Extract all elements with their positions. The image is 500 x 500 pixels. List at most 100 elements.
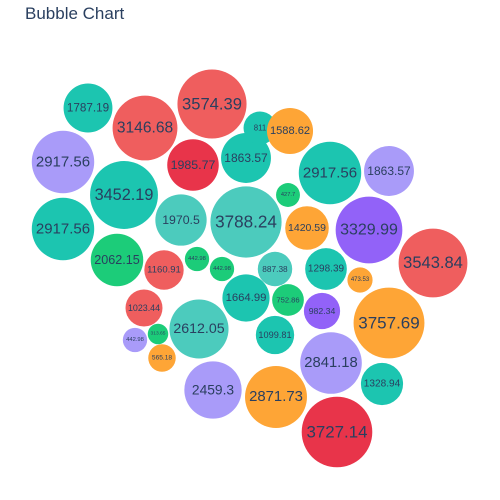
bubble-label: 313.65 (151, 331, 166, 337)
bubble-circle (255, 315, 295, 355)
bubble: 2062.15 (90, 233, 144, 287)
bubble-label: 1863.57 (367, 164, 411, 178)
bubble-label: 2917.56 (36, 221, 90, 238)
bubble: 3727.14 (301, 396, 373, 468)
bubble-circle (272, 284, 304, 316)
bubble-label: 3788.24 (215, 213, 277, 232)
bubble-circle (31, 130, 95, 194)
bubble-label: 3543.84 (403, 254, 463, 272)
bubble: 442.98 (209, 256, 235, 282)
bubble-circle (90, 161, 158, 229)
bubble: 2612.05 (169, 299, 229, 359)
bubble-circle (167, 139, 219, 191)
bubble-label: 982.34 (309, 306, 336, 316)
bubble-circle (31, 197, 95, 261)
bubble-label: 2917.56 (303, 165, 357, 182)
bubble: 1023.44 (125, 289, 163, 327)
bubble: 1970.5 (155, 194, 207, 246)
bubble-label: 565.18 (152, 355, 173, 362)
bubble-label: 1787.19 (67, 102, 109, 115)
bubble: 982.34 (303, 292, 341, 330)
bubble-circle (169, 299, 229, 359)
bubble-label: 442.98 (213, 266, 231, 272)
bubble-label: 1420.59 (288, 222, 326, 234)
bubble-circle (147, 323, 169, 345)
bubble: 3757.69 (353, 287, 425, 359)
chart-title: Bubble Chart (25, 4, 125, 23)
bubble-label: 1099.81 (258, 330, 291, 340)
bubble-label: 442.98 (188, 256, 206, 262)
bubble-circle (112, 95, 178, 161)
bubble-circle (298, 141, 362, 205)
bubble: 752.86 (272, 284, 304, 316)
bubble: 2871.73 (245, 366, 307, 428)
bubble-label: 442.98 (126, 337, 144, 343)
bubble: 1328.94 (360, 362, 404, 406)
bubble: 1863.57 (221, 133, 271, 183)
bubble-label: 2917.56 (36, 154, 90, 171)
bubble: 3543.84 (398, 228, 468, 298)
bubble: 1420.59 (285, 206, 329, 250)
bubble-label: 2871.73 (249, 389, 303, 405)
bubble-circle (90, 233, 144, 287)
bubble-circle (184, 246, 210, 272)
bubble-label: 3727.14 (306, 423, 367, 442)
bubble-circle (276, 183, 300, 207)
bubble: 3329.99 (335, 196, 403, 264)
bubble-label: 1588.62 (270, 125, 310, 137)
bubble: 2917.56 (298, 141, 362, 205)
bubble-circle (398, 228, 468, 298)
bubble: 3574.39 (177, 69, 247, 139)
bubble-circle (210, 186, 282, 258)
bubble-label: 1863.57 (224, 151, 268, 165)
bubble-circle (245, 366, 307, 428)
bubble: 1298.39 (305, 248, 347, 290)
bubble: 313.65 (147, 323, 169, 345)
bubble-circle (347, 267, 373, 293)
bubble: 2841.18 (300, 332, 362, 394)
bubble: 442.98 (184, 246, 210, 272)
bubble-circle (303, 292, 341, 330)
bubble-label: 1160.91 (147, 265, 181, 276)
bubble-circle (222, 274, 270, 322)
bubble-label: 2459.3 (192, 383, 235, 398)
bubble-circle (364, 146, 414, 196)
bubble-label: 3574.39 (182, 95, 242, 114)
bubble-circle (285, 206, 329, 250)
bubble-circle (301, 396, 373, 468)
bubble-label: 2841.18 (304, 355, 358, 371)
bubble-circle (177, 69, 247, 139)
bubble-circle (221, 133, 271, 183)
bubble: 3146.68 (112, 95, 178, 161)
bubble-circle (209, 256, 235, 282)
bubble-circle (144, 250, 184, 290)
bubble-label: 3757.69 (358, 314, 419, 333)
bubble-label: 1328.94 (364, 379, 401, 390)
bubble-label: 1023.44 (128, 303, 160, 313)
bubble-label: 473.53 (351, 277, 370, 283)
bubble: 2917.56 (31, 130, 95, 194)
bubble-circle (257, 251, 293, 287)
bubble-label: 427.7 (281, 192, 295, 198)
bubble: 442.98 (122, 327, 148, 353)
bubble-label: 1664.99 (226, 292, 267, 304)
bubble-label: 3329.99 (340, 222, 398, 239)
bubble-circle (122, 327, 148, 353)
bubble-circle (184, 361, 242, 419)
bubble: 3788.24 (210, 186, 282, 258)
bubble-label: 1985.77 (171, 158, 216, 172)
bubble-label: 752.86 (276, 296, 299, 305)
bubble-circle (266, 107, 314, 155)
bubble-circle (305, 248, 347, 290)
bubble-circle (335, 196, 403, 264)
bubble-circle (360, 362, 404, 406)
bubble: 1099.81 (255, 315, 295, 355)
bubble-label: 887.38 (262, 264, 288, 274)
bubble-circle (300, 332, 362, 394)
bubble: 1588.62 (266, 107, 314, 155)
bubble: 2917.56 (31, 197, 95, 261)
bubble-circle (155, 194, 207, 246)
bubble: 1863.57 (364, 146, 414, 196)
bubble-circle (148, 344, 176, 372)
